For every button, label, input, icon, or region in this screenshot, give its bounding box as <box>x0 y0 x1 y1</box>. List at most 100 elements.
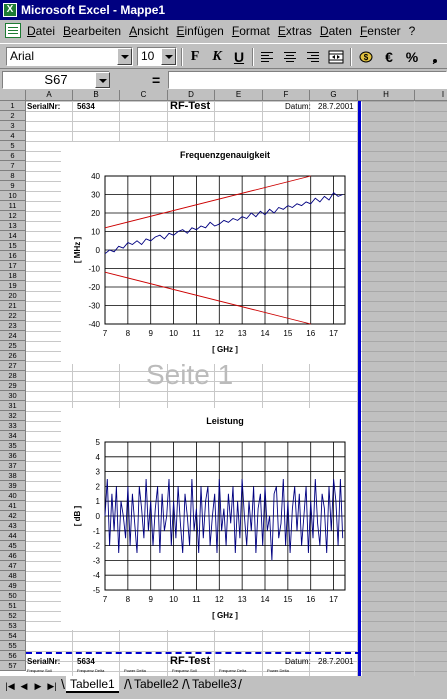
font-name-select[interactable]: Arial <box>6 47 133 66</box>
last-sheet-icon[interactable]: ▶| <box>47 681 57 691</box>
thousands-button[interactable] <box>424 47 446 67</box>
row-header-20[interactable]: 20 <box>0 291 26 301</box>
tab-tabelle1[interactable]: Tabelle1 <box>66 676 119 693</box>
menu-extras[interactable]: Extras <box>277 23 312 38</box>
cell-g1-date-value[interactable]: 28.7.2001 <box>318 102 354 111</box>
row-header-15[interactable]: 15 <box>0 241 26 251</box>
name-box-dropdown-icon[interactable] <box>95 72 110 88</box>
row-header-37[interactable]: 37 <box>0 461 26 471</box>
row-header-29[interactable]: 29 <box>0 381 26 391</box>
row-header-51[interactable]: 51 <box>0 601 26 611</box>
cell-f57-label[interactable]: Power Delta <box>267 668 289 673</box>
workbook-icon[interactable] <box>5 23 21 38</box>
menu-help[interactable]: ? <box>408 23 416 38</box>
column-header-i[interactable]: I <box>415 90 447 101</box>
row-header-17[interactable]: 17 <box>0 261 26 271</box>
column-header-e[interactable]: E <box>215 90 263 101</box>
row-header-32[interactable]: 32 <box>0 411 26 421</box>
euro-button[interactable]: € <box>385 49 393 65</box>
cell-f56-date-label[interactable]: Datum: <box>285 657 311 666</box>
row-header-23[interactable]: 23 <box>0 321 26 331</box>
row-header-57[interactable]: 57 <box>0 661 26 671</box>
cell-g56-date-value[interactable]: 28.7.2001 <box>318 657 354 666</box>
column-header-f[interactable]: F <box>263 90 310 101</box>
select-all-corner[interactable] <box>0 90 26 101</box>
row-header-13[interactable]: 13 <box>0 221 26 231</box>
underline-button[interactable]: U <box>233 49 245 65</box>
row-header-52[interactable]: 52 <box>0 611 26 621</box>
align-right-button[interactable] <box>302 47 324 67</box>
cell-e57-label[interactable]: Frequenz Delta <box>219 668 247 673</box>
row-header-50[interactable]: 50 <box>0 591 26 601</box>
row-header-34[interactable]: 34 <box>0 431 26 441</box>
column-header-h[interactable]: H <box>358 90 415 101</box>
excel-app-icon[interactable]: X <box>3 3 17 17</box>
tab-tabelle3[interactable]: Tabelle3 <box>192 677 237 691</box>
cell-b57-label[interactable]: Frequenz Delta <box>77 668 105 673</box>
row-header-36[interactable]: 36 <box>0 451 26 461</box>
row-header-12[interactable]: 12 <box>0 211 26 221</box>
row-header-45[interactable]: 45 <box>0 541 26 551</box>
font-name-dropdown-icon[interactable] <box>117 48 132 65</box>
row-header-11[interactable]: 11 <box>0 201 26 211</box>
font-size-dropdown-icon[interactable] <box>161 48 176 65</box>
menu-datei[interactable]: Datei <box>27 23 56 38</box>
row-header-10[interactable]: 10 <box>0 191 26 201</box>
row-header-56[interactable]: 56 <box>0 651 26 661</box>
column-header-b[interactable]: B <box>73 90 120 101</box>
cell-a57-label[interactable]: Frequenz Soll <box>27 668 52 673</box>
align-left-button[interactable] <box>256 47 278 67</box>
italic-button[interactable]: K <box>212 49 222 64</box>
cell-d57-label[interactable]: Frequenz Soll <box>172 668 197 673</box>
menu-fenster[interactable]: Fenster <box>359 23 401 38</box>
cell-f1-date-label[interactable]: Datum: <box>285 102 311 111</box>
row-header-25[interactable]: 25 <box>0 341 26 351</box>
chart-leistung[interactable]: Leistung 7 8 9 10 11 12 13 14 15 16 17 5 4 3 2 1 0 -1 -2 -3-… <box>61 408 357 630</box>
row-header-8[interactable]: 8 <box>0 171 26 181</box>
first-sheet-icon[interactable]: |◀ <box>5 681 15 691</box>
cell-d56-title[interactable]: RF-Test <box>170 655 211 667</box>
row-header-2[interactable]: 2 <box>0 111 26 121</box>
row-header-7[interactable]: 7 <box>0 161 26 171</box>
row-header-42[interactable]: 42 <box>0 511 26 521</box>
column-header-g[interactable]: G <box>310 90 358 101</box>
row-header-26[interactable]: 26 <box>0 351 26 361</box>
formula-equals-sign[interactable]: = <box>152 72 161 88</box>
name-box[interactable]: S67 <box>2 71 110 89</box>
row-header-21[interactable]: 21 <box>0 301 26 311</box>
next-sheet-icon[interactable]: ▶ <box>34 681 42 691</box>
menu-format[interactable]: Format <box>231 23 270 38</box>
menu-daten[interactable]: Daten <box>319 23 352 38</box>
cell-c57-label[interactable]: Power Delta <box>124 668 146 673</box>
row-header-44[interactable]: 44 <box>0 531 26 541</box>
percent-button[interactable]: % <box>405 49 419 65</box>
prev-sheet-icon[interactable]: ◀ <box>20 681 28 691</box>
row-header-6[interactable]: 6 <box>0 151 26 161</box>
column-header-a[interactable]: A <box>26 90 73 101</box>
row-header-38[interactable]: 38 <box>0 471 26 481</box>
formula-input[interactable] <box>168 71 447 89</box>
align-center-button[interactable] <box>279 47 301 67</box>
row-header-18[interactable]: 18 <box>0 271 26 281</box>
row-header-40[interactable]: 40 <box>0 491 26 501</box>
cell-b1-serial-value[interactable]: 5634 <box>77 102 95 111</box>
row-header-4[interactable]: 4 <box>0 131 26 141</box>
row-header-19[interactable]: 19 <box>0 281 26 291</box>
column-header-d[interactable]: D <box>168 90 215 101</box>
row-header-14[interactable]: 14 <box>0 231 26 241</box>
row-header-49[interactable]: 49 <box>0 581 26 591</box>
row-header-43[interactable]: 43 <box>0 521 26 531</box>
menu-bearbeiten[interactable]: Bearbeiten <box>63 23 122 38</box>
tab-tabelle2[interactable]: Tabelle2 <box>134 677 179 691</box>
row-header-28[interactable]: 28 <box>0 371 26 381</box>
row-header-27[interactable]: 27 <box>0 361 26 371</box>
row-header-46[interactable]: 46 <box>0 551 26 561</box>
row-header-54[interactable]: 54 <box>0 631 26 641</box>
row-header-31[interactable]: 31 <box>0 401 26 411</box>
merge-center-button[interactable] <box>325 47 347 67</box>
row-header-5[interactable]: 5 <box>0 141 26 151</box>
currency-button[interactable]: $ <box>355 47 377 67</box>
font-size-select[interactable]: 10 <box>137 47 177 66</box>
row-header-30[interactable]: 30 <box>0 391 26 401</box>
row-header-53[interactable]: 53 <box>0 621 26 631</box>
